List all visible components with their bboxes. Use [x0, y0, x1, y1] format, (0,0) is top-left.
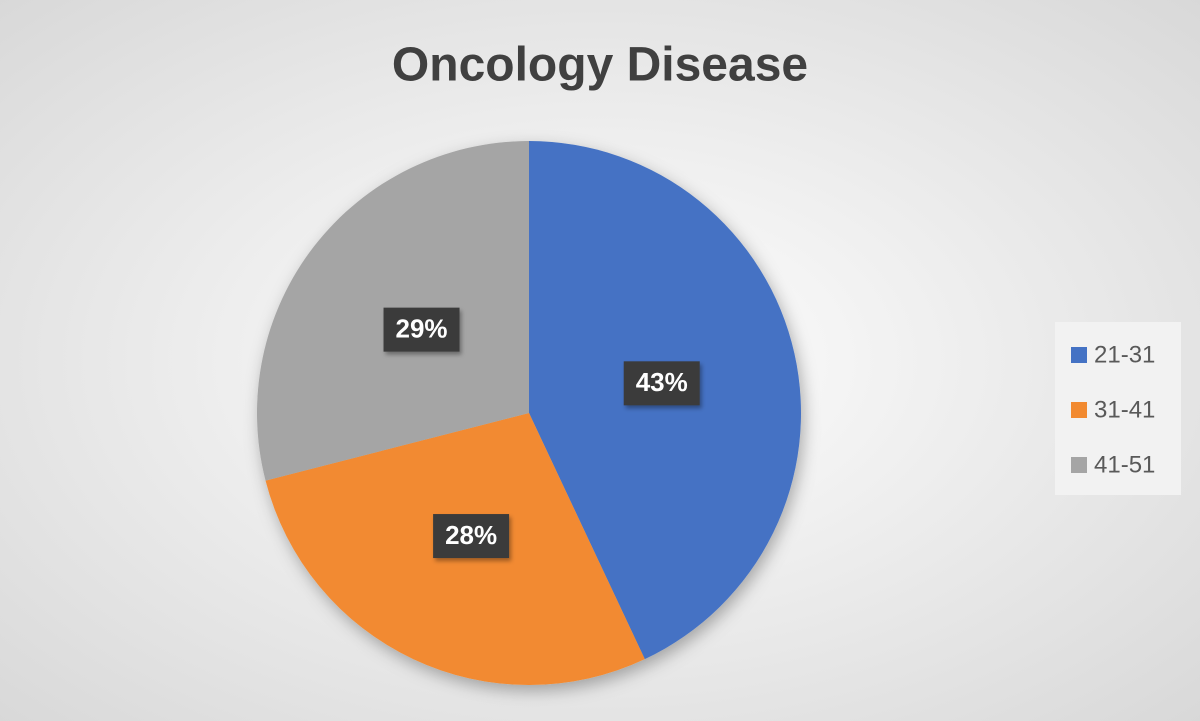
data-label: 43%	[623, 361, 700, 406]
data-labels: 43% 28% 29%	[383, 307, 700, 559]
chart-title: Oncology Disease	[392, 39, 808, 92]
data-label-text: 29%	[396, 314, 448, 344]
data-label-text: 43%	[636, 367, 688, 397]
data-label-box	[383, 307, 460, 352]
legend-label: 21-31	[1094, 341, 1155, 368]
data-label-box	[623, 361, 700, 406]
data-label: 29%	[383, 307, 460, 352]
legend: 21-31 31-41 41-51	[1071, 341, 1155, 478]
legend-label: 31-41	[1094, 396, 1155, 423]
data-label-box	[433, 514, 510, 559]
legend-swatch	[1071, 347, 1087, 363]
data-label: 28%	[433, 514, 510, 559]
legend-swatch	[1071, 457, 1087, 473]
legend-swatch	[1071, 402, 1087, 418]
legend-label: 41-51	[1094, 451, 1155, 478]
data-label-text: 28%	[445, 520, 497, 550]
pie	[257, 140, 801, 685]
